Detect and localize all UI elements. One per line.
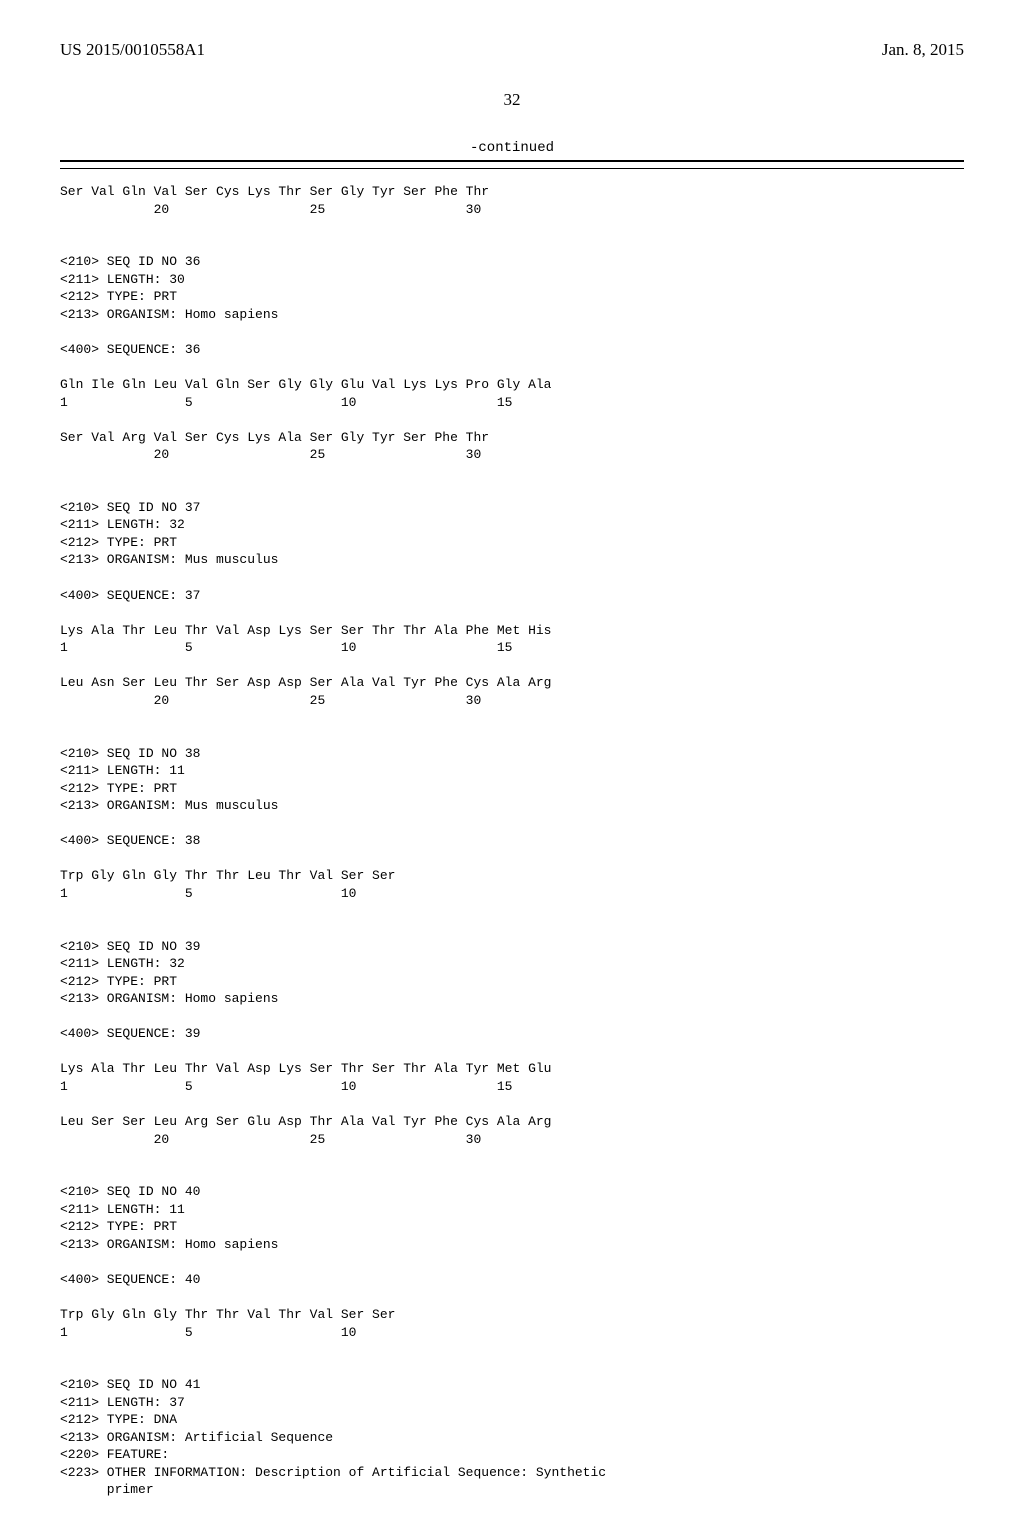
publication-date: Jan. 8, 2015 (882, 40, 964, 60)
publication-number: US 2015/0010558A1 (60, 40, 205, 60)
page-header: US 2015/0010558A1 Jan. 8, 2015 (60, 40, 964, 60)
divider-thick (60, 160, 964, 162)
divider-thin (60, 168, 964, 169)
sequence-listing: Ser Val Gln Val Ser Cys Lys Thr Ser Gly … (60, 183, 964, 1499)
page-number: 32 (60, 90, 964, 110)
continued-label: -continued (60, 140, 964, 156)
